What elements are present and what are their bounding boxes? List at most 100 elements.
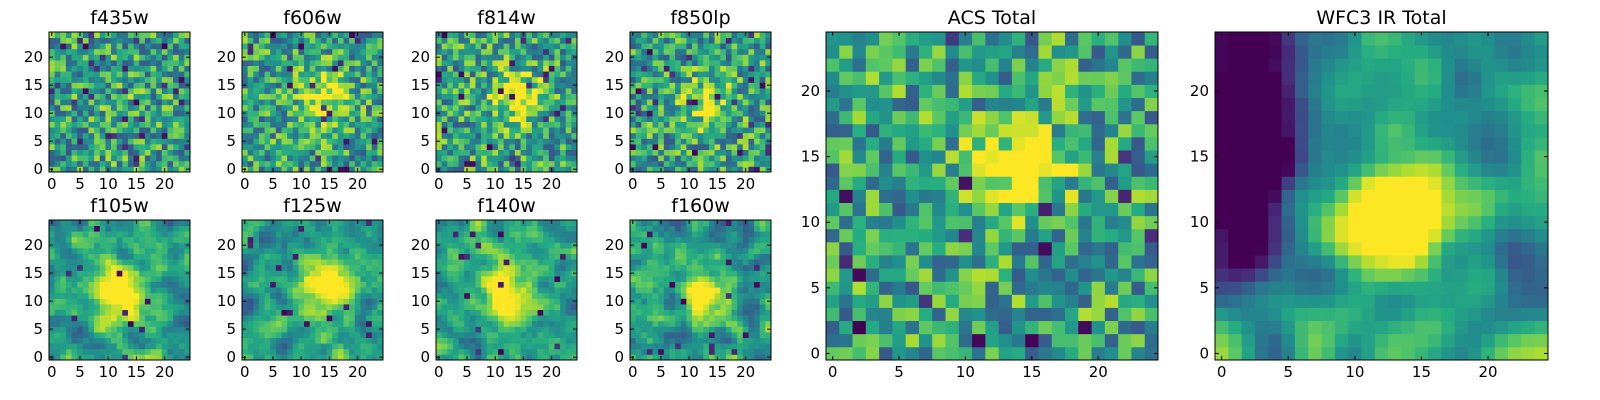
heatmap-cell	[675, 110, 682, 117]
heatmap-cell	[498, 65, 505, 72]
heatmap-cell	[242, 99, 249, 106]
heatmap-cell	[458, 88, 465, 94]
heatmap-cell	[486, 220, 493, 226]
heatmap-cell	[481, 110, 488, 117]
heatmap-cell	[71, 332, 78, 338]
heatmap-cell	[71, 155, 78, 162]
heatmap-cell	[242, 253, 249, 260]
heatmap-cell	[452, 348, 459, 355]
heatmap-cell	[692, 82, 699, 89]
heatmap-cell	[748, 160, 755, 167]
heatmap-cell	[543, 82, 550, 89]
heatmap-cell	[304, 110, 311, 117]
heatmap-cell	[646, 43, 653, 50]
heatmap-cell	[703, 337, 710, 344]
heatmap-cell	[371, 281, 378, 288]
heatmap-cell	[247, 276, 254, 282]
heatmap-cell	[111, 287, 118, 294]
heatmap-cell	[469, 166, 476, 173]
heatmap-cell	[309, 65, 316, 72]
heatmap-cell	[82, 138, 89, 145]
heatmap-cell	[337, 248, 344, 254]
heatmap-cell	[531, 43, 538, 50]
heatmap-cell	[498, 259, 505, 266]
heatmap-cell	[725, 320, 732, 327]
heatmap-cell	[481, 82, 488, 89]
heatmap-cell	[349, 54, 356, 61]
heatmap-cell	[714, 71, 721, 78]
heatmap-cell	[464, 121, 471, 128]
heatmap-cell	[298, 309, 305, 316]
heatmap-cell	[281, 32, 288, 38]
heatmap-cell	[526, 76, 533, 83]
heatmap-cell	[77, 104, 84, 111]
heatmap-cell	[509, 37, 516, 44]
heatmap-cell	[520, 76, 527, 83]
heatmap-cell	[708, 54, 715, 61]
heatmap-cell	[560, 149, 567, 156]
heatmap-cell	[116, 127, 123, 134]
heatmap-cell	[298, 348, 305, 355]
heatmap-cell	[537, 37, 544, 44]
heatmap-cell	[680, 82, 687, 89]
heatmap-cell	[360, 259, 367, 266]
heatmap-cell	[652, 276, 659, 282]
heatmap-cell	[720, 337, 727, 344]
heatmap-cell	[708, 76, 715, 83]
heatmap-cell	[675, 320, 682, 327]
heatmap-cell	[725, 54, 732, 61]
heatmap-cell	[377, 88, 384, 94]
heatmap-cell	[127, 264, 134, 271]
heatmap-cell	[543, 127, 550, 134]
heatmap-cell	[161, 132, 168, 139]
heatmap-cell	[337, 132, 344, 139]
heatmap-cell	[150, 132, 157, 139]
heatmap-cell	[571, 60, 578, 66]
heatmap-cell	[371, 48, 378, 55]
heatmap-cell	[475, 281, 482, 288]
heatmap-cell	[641, 326, 648, 333]
heatmap-cell	[82, 320, 89, 327]
heatmap-cell	[60, 315, 67, 322]
heatmap-cell	[242, 343, 249, 350]
heatmap-cell	[139, 149, 146, 156]
heatmap-cell	[464, 304, 471, 310]
heatmap-cell	[759, 71, 766, 78]
heatmap-cell	[630, 343, 637, 350]
heatmap-cell	[360, 104, 367, 111]
heatmap-cell	[503, 236, 510, 243]
heatmap-cell	[161, 65, 168, 72]
heatmap-cell	[156, 54, 163, 61]
heatmap-cell	[94, 337, 101, 344]
heatmap-cell	[275, 343, 282, 350]
heatmap-cell	[565, 160, 572, 167]
heatmap-cell	[731, 337, 738, 344]
heatmap-cell	[548, 116, 555, 122]
heatmap-cell	[458, 225, 465, 232]
heatmap-cell	[77, 149, 84, 156]
heatmap-cell	[54, 88, 61, 94]
heatmap-cell	[287, 292, 294, 299]
heatmap-cell	[737, 298, 744, 305]
heatmap-cell	[332, 231, 339, 238]
heatmap-cell	[337, 116, 344, 122]
heatmap-cell	[503, 292, 510, 299]
heatmap-cell	[469, 104, 476, 111]
heatmap-cell	[675, 281, 682, 288]
heatmap-cell	[492, 138, 499, 145]
heatmap-cell	[658, 298, 665, 305]
y-tick-label: 15	[24, 76, 43, 94]
heatmap-cell	[60, 220, 67, 226]
heatmap-cell	[635, 320, 642, 327]
heatmap-cell	[475, 320, 482, 327]
heatmap-cell	[554, 326, 561, 333]
heatmap-cell	[144, 104, 151, 111]
heatmap-cell	[242, 292, 249, 299]
heatmap-cell	[641, 32, 648, 38]
heatmap-cell	[354, 292, 361, 299]
heatmap-cell	[275, 348, 282, 355]
heatmap-cell	[281, 48, 288, 55]
heatmap-cell	[360, 32, 367, 38]
heatmap-cell	[658, 116, 665, 122]
heatmap-cell	[173, 144, 180, 150]
